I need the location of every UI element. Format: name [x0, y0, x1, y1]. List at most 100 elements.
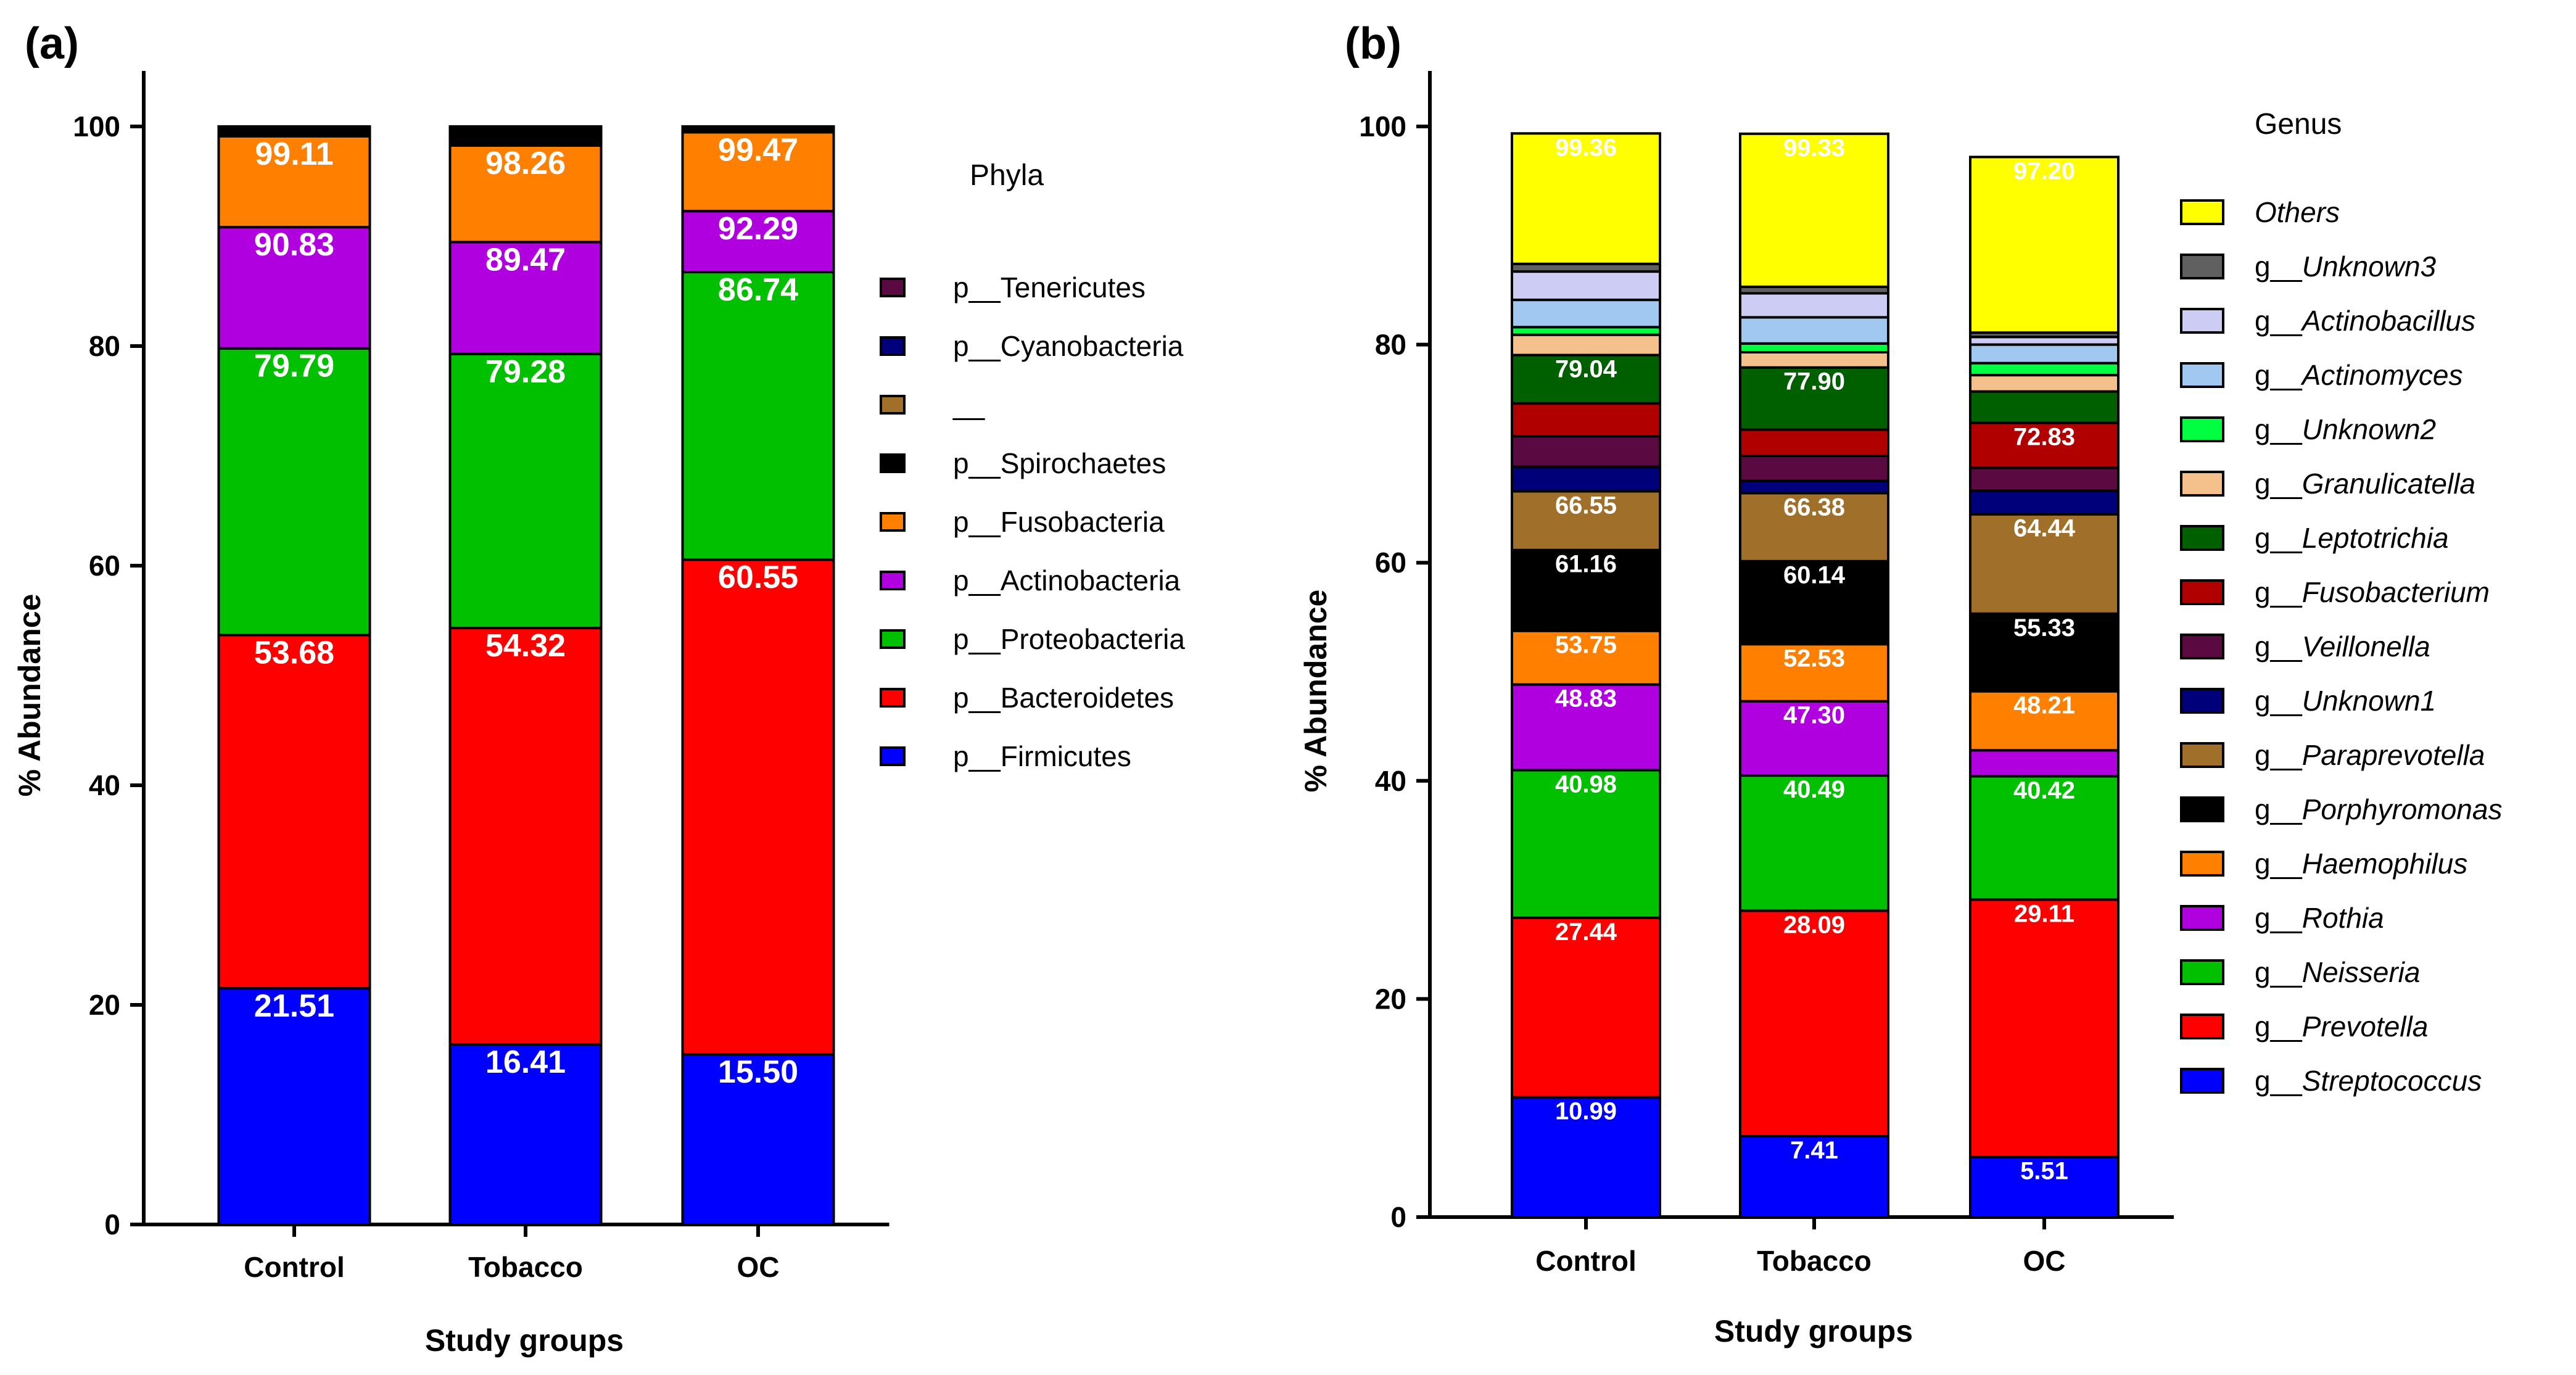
panel-a-legend-swatch-blank [880, 395, 906, 415]
legend-genus: Neisseria [2302, 956, 2421, 988]
panel-b-legend-label-g-prevotella: g__Prevotella [2255, 1010, 2428, 1043]
bar-segment-control-p-proteobacteria [217, 347, 371, 637]
bar-segment-oc-g-paraprevotella [1969, 513, 2120, 615]
panel-b-legend-swatch-g-actinomyces [2180, 362, 2224, 388]
bar-segment-tobacco-g-fusobacterium [1739, 428, 1889, 457]
data-label-oc-g-paraprevotella: 64.44 [2013, 515, 2076, 542]
panel-b-ytick-label-60: 60 [1375, 547, 1406, 579]
data-label-oc-p-actinobacteria: 92.29 [718, 211, 798, 247]
bar-segment-oc-g-actinomyces [1969, 343, 2120, 365]
legend-prefix: g__ [2255, 522, 2303, 554]
panel-b-legend-label-g-rothia: g__Rothia [2255, 902, 2384, 934]
data-label-tobacco-g-prevotella: 28.09 [1783, 911, 1845, 938]
legend-genus: Porphyromonas [2302, 793, 2503, 825]
bar-segment-control-g-veillonella [1511, 435, 1661, 468]
bar-segment-tobacco-p-fusobacteria [448, 144, 603, 244]
panel-a-category-control: Control [244, 1251, 345, 1283]
bar-segment-tobacco-g-granulicatella [1739, 350, 1889, 369]
bar-segment-tobacco-g-paraprevotella [1739, 492, 1889, 563]
panel-a-ytick-label-60: 60 [89, 550, 120, 582]
bar-segment-control-others [1511, 132, 1661, 265]
bar-segment-control-g-granulicatella [1511, 333, 1661, 357]
bar-segment-control-g-rothia [1511, 683, 1661, 772]
panel-b-legend-label-others: Others [2255, 196, 2340, 228]
bar-segment-oc-g-granulicatella [1969, 374, 2120, 393]
legend-prefix: g__ [2255, 739, 2303, 771]
panel-a-legend-swatch-p-firmicutes [880, 746, 906, 766]
bar-segment-oc-p-bacteroidetes [681, 558, 835, 1056]
bar-segment-control-g-neisseria [1511, 769, 1661, 919]
panel-b-legend-label-g-neisseria: g__Neisseria [2255, 956, 2420, 988]
data-label-oc-g-fusobacterium: 72.83 [2013, 423, 2075, 450]
legend-genus: Fusobacterium [2302, 576, 2490, 608]
data-label-control-g-rothia: 48.83 [1555, 685, 1617, 712]
bar-segment-tobacco-g-rothia [1739, 700, 1889, 777]
panel-b-legend-swatch-g-actinobacillus [2180, 308, 2224, 334]
panel-a-ytick-label-20: 20 [89, 989, 120, 1021]
panel-a-category-tobacco: Tobacco [468, 1251, 583, 1283]
panel-b-legend-swatch-g-porphyromonas [2180, 796, 2224, 822]
data-label-oc-g-porphyromonas: 55.33 [2013, 614, 2075, 642]
panel-b-legend-label-g-unknown3: g__Unknown3 [2255, 250, 2437, 283]
panel-a-legend-swatch-p-cyanobacteria [880, 336, 906, 356]
panel-a-legend-label-p-fusobacteria: p__Fusobacteria [953, 506, 1165, 538]
data-label-tobacco-g-paraprevotella: 66.38 [1783, 493, 1845, 521]
data-label-control-p-firmicutes: 21.51 [254, 988, 334, 1024]
bar-segment-tobacco-g-actinomyces [1739, 316, 1889, 345]
data-label-tobacco-others: 99.33 [1783, 134, 1845, 162]
panel-a-ytick-label-0: 0 [104, 1208, 120, 1241]
data-label-oc-p-firmicutes: 15.50 [718, 1054, 798, 1090]
legend-genus: Streptococcus [2302, 1065, 2482, 1097]
bar-segment-tobacco-g-haemophilus [1739, 643, 1889, 703]
data-label-control-g-leptotrichia: 79.04 [1555, 356, 1617, 383]
legend-prefix: g__ [2255, 305, 2303, 337]
panel-b-legend-swatch-g-haemophilus [2180, 851, 2224, 877]
data-label-oc-others: 97.20 [2013, 158, 2075, 185]
data-label-tobacco-g-leptotrichia: 77.90 [1783, 368, 1845, 395]
panel-a-legend-title: Phyla [970, 159, 1044, 192]
legend-genus: Unknown2 [2302, 413, 2436, 445]
panel-b-legend-label-g-porphyromonas: g__Porphyromonas [2255, 793, 2502, 825]
bar-segment-oc-p-firmicutes [681, 1053, 835, 1226]
panel-b-legend-label-g-streptococcus: g__Streptococcus [2255, 1065, 2482, 1097]
bar-segment-oc-g-haemophilus [1969, 690, 2120, 752]
bar-segment-control-g-unknown1 [1511, 465, 1661, 493]
data-label-oc-g-prevotella: 29.11 [2014, 900, 2074, 927]
data-label-oc-g-streptococcus: 5.51 [2020, 1158, 2068, 1185]
bar-segment-control-p-bacteroidetes [217, 634, 371, 990]
legend-genus: Haemophilus [2302, 848, 2467, 880]
legend-prefix: g__ [2255, 630, 2303, 663]
bar-segment-tobacco-g-actinobacillus [1739, 292, 1889, 319]
data-label-control-p-fusobacteria: 99.11 [255, 136, 333, 172]
panel-b-xlabel: Study groups [1714, 1314, 1913, 1348]
panel-b-category-control: Control [1535, 1245, 1637, 1277]
legend-prefix: g__ [2255, 468, 2303, 500]
bar-segment-oc-p-proteobacteria [681, 271, 835, 561]
panel-a-ytick-label-100: 100 [73, 110, 120, 142]
panel-a-chart: 0 20 40 60 80 100 21.51 53.68 79.79 90.83 99.11 Con… [73, 71, 1185, 1283]
legend-genus: Granulicatella [2302, 468, 2475, 500]
panel-b-legend-label-g-unknown1: g__Unknown1 [2255, 685, 2436, 717]
bar-segment-control-p-actinobacteria [217, 226, 371, 350]
panel-b-legend-swatch-g-veillonella [2180, 634, 2224, 659]
panel-b-legend-swatch-g-paraprevotella [2180, 742, 2224, 768]
bar-segment-tobacco-p-spirochaetes [448, 125, 603, 147]
panel-b-chart: 0 20 40 60 80 100 10.99 27.44 40.98 48.83 53.75 61.… [1359, 71, 2502, 1277]
panel-a-legend-swatch-p-spirochaetes [880, 453, 906, 473]
data-label-tobacco-g-haemophilus: 52.53 [1783, 645, 1845, 672]
bar-segment-tobacco-g-unknown1 [1739, 479, 1889, 495]
data-label-control-g-paraprevotella: 66.55 [1555, 492, 1617, 519]
legend-prefix: g__ [2255, 250, 2303, 283]
panel-a-category-oc: OC [737, 1251, 780, 1283]
data-label-control-g-haemophilus: 53.75 [1555, 632, 1617, 659]
data-label-oc-p-proteobacteria: 86.74 [718, 272, 798, 308]
panel-b-legend-label-g-haemophilus: g__Haemophilus [2255, 848, 2467, 880]
panel-b-ytick-label-0: 0 [1390, 1201, 1406, 1233]
bar-segment-oc-p-spirochaetes [681, 125, 835, 134]
legend-prefix: g__ [2255, 413, 2303, 445]
bar-segment-tobacco-g-unknown2 [1739, 342, 1889, 353]
bar-segment-tobacco-g-prevotella [1739, 909, 1889, 1138]
panel-b-legend-swatch-g-unknown1 [2180, 688, 2224, 714]
bar-segment-tobacco-g-veillonella [1739, 454, 1889, 482]
